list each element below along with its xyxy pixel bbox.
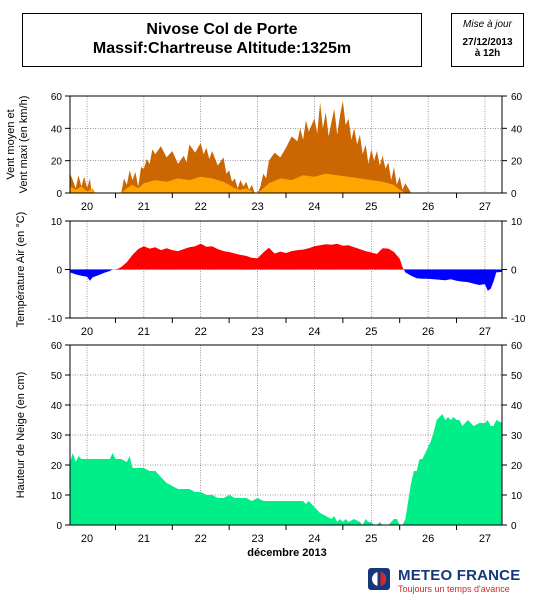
wind-max-area (70, 100, 502, 193)
y-tick-label-right: 30 (511, 431, 523, 442)
meteo-france-emblem-icon (368, 568, 390, 590)
chart-panel-3: 0 0 10 10 20 20 30 30 40 40 50 50 60 60 20 21 22 23 24 25 26… (15, 341, 523, 545)
title-box: Nivose Col de Porte Massif:Chartreuse Al… (22, 13, 422, 67)
station-title: Nivose Col de Porte (146, 21, 298, 38)
x-tick-label: 22 (195, 326, 207, 338)
y-tick-label-right: 60 (511, 341, 523, 352)
y-tick-label-right: 20 (511, 461, 523, 472)
y-tick-label-left: 0 (56, 189, 62, 200)
station-subtitle: Massif:Chartreuse Altitude:1325m (92, 40, 352, 57)
y-tick-label-left: 50 (51, 371, 63, 382)
x-tick-label: 27 (479, 533, 491, 545)
x-tick-label: 21 (138, 326, 150, 338)
y-tick-label-right: 60 (511, 92, 523, 103)
temperature-negative-area (70, 269, 502, 291)
y-tick-label-left: 40 (51, 401, 63, 412)
x-axis-title: décembre 2013 (247, 547, 327, 559)
y-tick-label-right: 50 (511, 371, 523, 382)
x-tick-label: 27 (479, 201, 491, 213)
update-label: Mise à jour (463, 19, 512, 30)
x-tick-label: 21 (138, 201, 150, 213)
chart-panel-1: 0 0 20 20 40 40 60 60 20 21 22 23 24 25 26 27 Vent moyen… (5, 92, 523, 213)
x-tick-label: 23 (251, 326, 263, 338)
x-tick-label: 26 (422, 201, 434, 213)
x-tick-label: 25 (365, 533, 377, 545)
x-tick-label: 24 (308, 533, 320, 545)
y-tick-label-left: 10 (51, 491, 63, 502)
chart-panel-2: -10 -10 0 0 10 10 20 21 22 23 24 25 26 27 Température … (15, 212, 526, 338)
y-tick-label-left: 60 (51, 341, 63, 352)
x-tick-label: 21 (138, 533, 150, 545)
x-tick-label: 20 (81, 533, 93, 545)
y-tick-label-left: 0 (56, 266, 62, 277)
x-tick-label: 25 (365, 201, 377, 213)
y-tick-label-right: 0 (511, 266, 517, 277)
y-axis-label-line1: Vent moyen et (5, 109, 17, 179)
temperature-positive-area (70, 243, 502, 270)
y-tick-label-right: 10 (511, 217, 523, 228)
x-tick-label: 22 (195, 533, 207, 545)
y-tick-label-right: -10 (511, 314, 526, 325)
y-axis-label-line2: Vent maxi (en km/h) (18, 96, 30, 194)
chart-panels: 0 0 20 20 40 40 60 60 20 21 22 23 24 25 26 27 Vent moyen… (5, 92, 526, 545)
logo-name: METEO FRANCE (398, 567, 521, 584)
y-axis-label: Hauteur de Neige (en cm) (15, 372, 27, 499)
wind-mean-area (70, 173, 502, 193)
snow-depth-area (70, 414, 502, 525)
y-tick-label-left: 0 (56, 521, 62, 532)
y-tick-label-left: 10 (51, 217, 63, 228)
x-tick-label: 26 (422, 533, 434, 545)
y-tick-label-left: 40 (51, 124, 63, 135)
y-tick-label-left: 30 (51, 431, 63, 442)
y-tick-label-left: 60 (51, 92, 63, 103)
y-tick-label-right: 40 (511, 401, 523, 412)
x-tick-label: 24 (308, 326, 320, 338)
y-tick-label-right: 40 (511, 124, 523, 135)
y-axis-label: Température Air (en °C) (15, 212, 27, 328)
x-tick-label: 22 (195, 201, 207, 213)
x-tick-label: 20 (81, 201, 93, 213)
x-tick-label: 23 (251, 533, 263, 545)
logo-tagline: Toujours un temps d'avance (398, 584, 510, 594)
update-date-box: Mise à jour 27/12/2013 à 12h (451, 13, 524, 67)
y-tick-label-right: 0 (511, 521, 517, 532)
y-tick-label-right: 10 (511, 491, 523, 502)
meteo-france-logo: METEO FRANCE Toujours un temps d'avance (368, 565, 536, 594)
x-tick-label: 24 (308, 201, 320, 213)
x-tick-label: 27 (479, 326, 491, 338)
y-tick-label-left: 20 (51, 157, 63, 168)
update-time: à 12h (474, 48, 501, 59)
y-tick-label-right: 20 (511, 157, 523, 168)
y-tick-label-left: -10 (48, 314, 63, 325)
y-tick-label-left: 20 (51, 461, 63, 472)
update-date: 27/12/2013 (462, 37, 513, 48)
x-tick-label: 25 (365, 326, 377, 338)
y-axis-label: Vent moyen etVent maxi (en km/h) (5, 96, 30, 194)
x-tick-label: 26 (422, 326, 434, 338)
y-tick-label-right: 0 (511, 189, 517, 200)
x-tick-label: 20 (81, 326, 93, 338)
x-tick-label: 23 (251, 201, 263, 213)
